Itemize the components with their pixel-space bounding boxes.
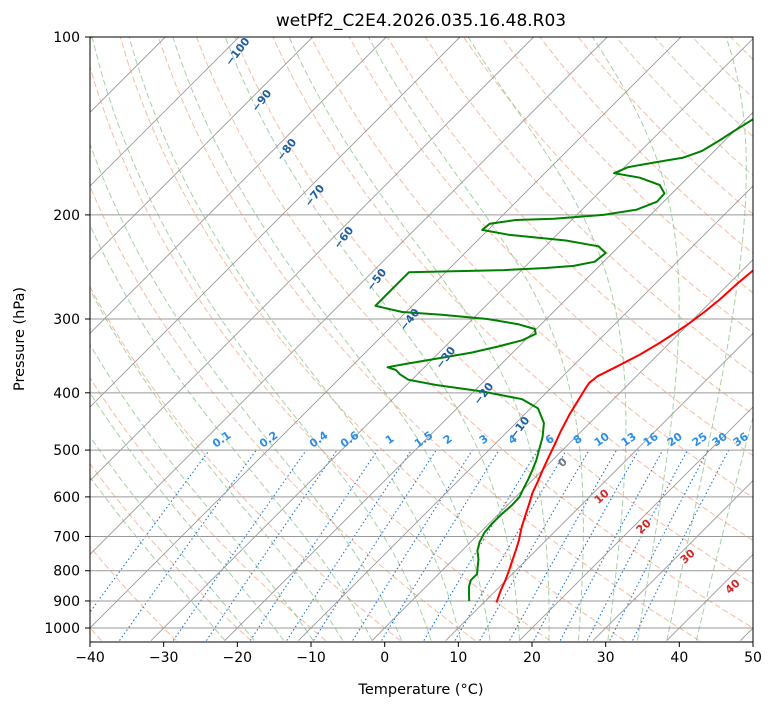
chart-title: wetPf2_C2E4.2026.035.16.48.R03	[276, 11, 566, 31]
moist-adiabat-line	[91, 37, 432, 641]
moist-adiabat-line	[288, 37, 550, 641]
isobars	[90, 37, 753, 629]
y-tick-label: 400	[53, 386, 80, 402]
isotherm-line	[298, 185, 753, 641]
moist-adiabat-line	[90, 435, 255, 641]
moist-adiabat-line	[666, 37, 747, 641]
mixing-ratio-lines	[90, 449, 730, 641]
moist-adiabats	[90, 37, 753, 641]
isotherm-line	[371, 259, 753, 641]
isotherm-line	[90, 37, 608, 555]
x-tick-label: 30	[597, 650, 615, 666]
x-tick-label: 20	[523, 650, 541, 666]
dry-adiabat-line	[424, 37, 753, 375]
y-tick-label: 900	[53, 594, 80, 610]
x-tick-label: −30	[149, 650, 179, 666]
y-tick-label: 100	[53, 30, 80, 46]
dry-adiabat-line	[386, 37, 753, 415]
moist-adiabat-line	[224, 37, 520, 641]
isotherm-line	[90, 37, 535, 482]
mixing-ratio-line	[632, 449, 730, 641]
isotherm-line	[519, 406, 753, 641]
mixing-ratio-line	[559, 449, 664, 641]
mixing-ratio-line	[509, 449, 617, 641]
mixing-ratio-line	[286, 449, 412, 641]
isotherm-line	[592, 480, 753, 641]
isotherm-line	[90, 37, 682, 629]
isotherms	[90, 37, 753, 641]
sounding-profiles	[374, 117, 753, 603]
mixing-ratio-line	[609, 449, 709, 641]
mixing-ratio-line	[533, 449, 640, 641]
y-axis-label: Pressure (hPa)	[12, 287, 28, 391]
temperature-profile-line	[495, 269, 753, 603]
moist-adiabat-line	[128, 37, 461, 641]
y-tick-label: 200	[53, 208, 80, 224]
moist-adiabat-line	[90, 288, 344, 641]
y-tick-label: 600	[53, 490, 80, 506]
x-axis-label: Temperature (°C)	[357, 682, 483, 698]
mixing-ratio-line	[249, 449, 379, 641]
y-tick-label: 300	[53, 312, 80, 328]
dry-adiabat-line	[90, 65, 551, 641]
mixing-ratio-line	[172, 449, 307, 641]
dry-adiabat-line	[90, 545, 177, 641]
moist-adiabat-line	[467, 37, 627, 641]
dry-adiabat-line	[90, 185, 476, 641]
mixing-ratio-line	[90, 449, 210, 614]
isotherm-line	[150, 38, 753, 641]
mixing-ratio-line	[381, 449, 500, 641]
dry-adiabat-line	[157, 37, 700, 641]
isotherm-line	[90, 37, 461, 408]
moist-adiabat-line	[90, 142, 403, 641]
plot-frame	[89, 36, 754, 643]
moist-adiabat-line	[367, 37, 584, 641]
moist-adiabat-line	[592, 37, 680, 641]
x-tick-label: −10	[296, 650, 326, 666]
x-axis: −40 −30 −20 −10 0 10 20 30 40 50	[75, 642, 762, 666]
moist-adiabat-line	[90, 392, 285, 641]
moist-adiabat-line	[90, 223, 373, 641]
y-tick-label: 500	[53, 443, 80, 459]
y-axis: 1000 900 800 700 600 500 400 300 200 100	[44, 30, 90, 637]
dewpoint-profile-line	[374, 117, 753, 602]
dry-adiabat-line	[90, 462, 252, 641]
isotherm-line	[90, 37, 387, 334]
dry-adiabat-line	[501, 37, 753, 294]
x-tick-label: 0	[380, 650, 389, 666]
moist-adiabat-line	[90, 476, 226, 641]
y-tick-label: 1000	[44, 621, 80, 637]
x-tick-label: −20	[223, 650, 253, 666]
y-tick-label: 800	[53, 564, 80, 580]
mixing-ratio-line	[205, 449, 338, 641]
isotherm-line	[90, 37, 240, 187]
dry-adiabat-line	[196, 37, 753, 629]
isotherm-line	[224, 111, 753, 641]
x-tick-label: 50	[744, 650, 762, 666]
x-tick-label: −40	[75, 650, 105, 666]
isotherm-line	[90, 37, 314, 261]
grid-layer: −100−90−80−70−60−50−40−30−20−100.1 0.2 0.4…	[90, 37, 753, 641]
x-tick-label: 40	[670, 650, 688, 666]
y-tick-label: 700	[53, 529, 80, 545]
dry-adiabat-line	[234, 37, 753, 585]
dry-adiabat-line	[119, 37, 625, 641]
dry-adiabat-line	[90, 376, 327, 641]
mixing-ratio-line	[313, 449, 437, 641]
x-tick-label: 10	[449, 650, 467, 666]
isotherm-line	[445, 332, 753, 641]
